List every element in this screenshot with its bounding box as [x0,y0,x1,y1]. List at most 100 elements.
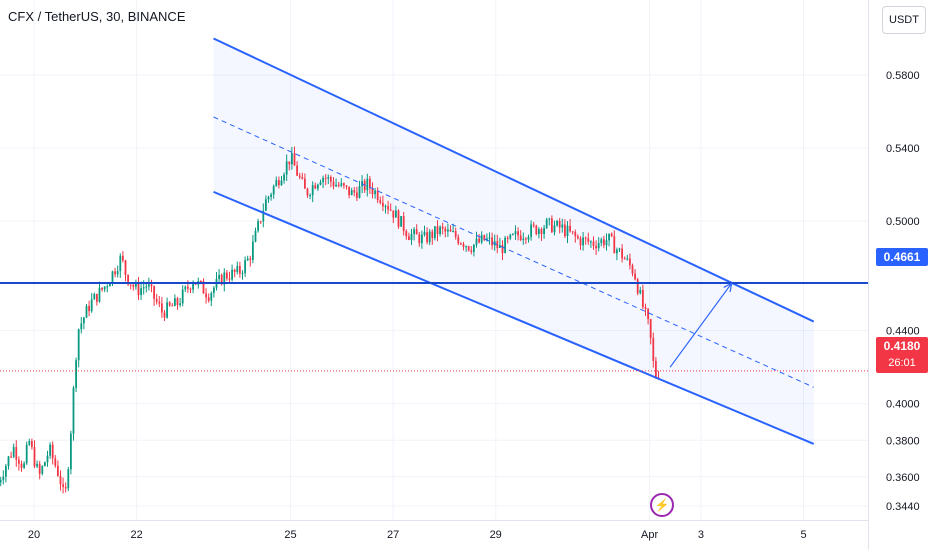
candle-body [574,232,577,237]
candle-body [636,279,639,294]
last-price-value: 0.4180 [883,339,921,353]
candle-body [316,184,319,189]
channel-upper-line [213,37,815,323]
candle-body [231,269,233,280]
candle-body [639,290,642,294]
candle-body [470,250,473,253]
candle-body [381,202,384,207]
candle-body [431,231,434,239]
candle-body [163,312,166,318]
candle-body [605,240,608,246]
candle-body [506,237,509,239]
candle-body [41,466,44,474]
candle-body [446,229,449,232]
y-tick-label: 0.5000 [886,216,920,228]
level-price-tag: 0.4661 [876,248,928,266]
candle-body [322,177,324,183]
candle-body [319,182,322,185]
candle-body [402,216,405,232]
candle-body [418,234,421,244]
candle-body [654,360,657,378]
candle-body [166,302,168,318]
candle-body [121,255,124,261]
candle-body [478,238,480,243]
candle-body [337,184,340,186]
candle-body [514,231,517,235]
candle-body [127,274,129,285]
candle-body [426,232,428,243]
candle-body [376,190,379,201]
candle-body [296,165,298,176]
y-tick-label: 0.3600 [886,472,920,484]
candle-body [293,153,296,166]
candle-body [75,360,77,388]
candle-body [545,219,548,228]
candle-body [160,303,163,313]
candle-body [327,177,330,179]
candle-body [527,236,530,240]
candle-body [324,177,327,179]
candle-body [80,323,83,330]
candle-body [64,487,67,489]
candle-body [199,281,202,283]
symbol-title[interactable]: CFX / TetherUS, 30, BINANCE [8,9,186,24]
candle-body [184,286,187,290]
candle-body [348,186,350,196]
lightning-icon[interactable]: ⚡ [650,493,674,517]
candle-body [420,234,423,244]
candle-body [631,265,634,274]
candle-body [69,433,72,470]
candle-body [589,241,592,243]
candle-body [181,289,184,304]
candle-body [485,238,488,241]
candle-body [257,221,259,231]
candle-body [459,243,462,245]
candle-body [233,269,236,273]
candle-body [298,175,301,178]
candle-body [2,476,5,481]
candle-body [111,271,114,284]
candle-body [626,258,629,260]
y-tick-label: 0.4000 [886,399,920,411]
candle-body [394,210,397,218]
candle-body [20,463,23,468]
candle-body [306,188,309,196]
candle-body [25,444,28,464]
candle-body [433,226,436,239]
candle-body [353,190,356,193]
candle-body [532,224,535,226]
candle-body [618,248,621,250]
candle-body [98,287,101,302]
candle-body [374,190,376,195]
candle-body [634,273,636,280]
candle-body [413,229,415,235]
candle-body [488,237,491,239]
x-tick-label: 25 [284,529,296,541]
candle-body [342,183,345,186]
candle-body [384,206,387,208]
currency-button[interactable]: USDT [882,6,926,34]
candle-body [407,236,410,240]
candle-body [236,265,239,273]
channel-lower-line [213,190,815,445]
candle-body [340,183,343,186]
candle-body [264,199,267,211]
candle-body [615,249,618,254]
candle-body [275,180,278,187]
candle-body [335,184,337,187]
candle-body [72,387,75,434]
candle-body [423,232,426,235]
x-tick-label: 27 [387,529,399,541]
candle-body [608,233,610,241]
candle-body [314,185,317,189]
candle-body [267,196,270,200]
candle-body [145,286,148,288]
candle-body [441,226,444,229]
x-tick-label: 22 [130,529,142,541]
candle-body [259,221,262,223]
candle-body [142,287,145,289]
candle-body [540,229,543,234]
candle-body [571,231,574,233]
last-price-tag: 0.4180 26:01 [876,337,928,373]
